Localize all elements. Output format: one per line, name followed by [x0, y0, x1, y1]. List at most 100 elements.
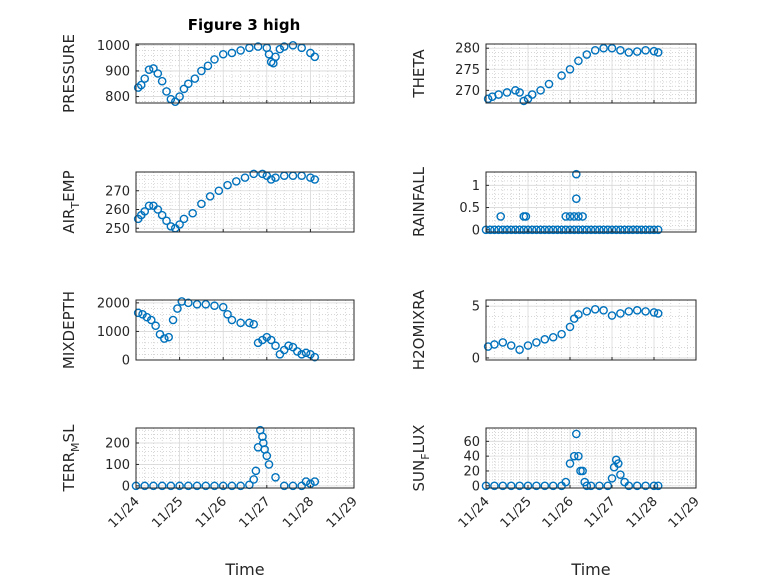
mixdepth-point: [164, 332, 173, 342]
pressure-point: [279, 42, 289, 51]
terr-msl-point: [288, 481, 298, 491]
rainfall-point: [540, 225, 550, 235]
sun-flux-xtick-label: 11/24: [456, 494, 493, 531]
sun-flux-plot-area: [486, 428, 696, 488]
h2omixra-point: [548, 332, 558, 342]
terr-msl-point: [297, 481, 306, 491]
mixdepth-point: [192, 299, 202, 309]
rainfall-point: [578, 212, 587, 221]
rainfall-point: [519, 225, 529, 235]
pressure-point: [184, 79, 193, 89]
h2omixra-point: [599, 306, 608, 315]
rainfall-ylabel: RAINFALL: [410, 166, 428, 237]
theta-point: [653, 48, 663, 57]
theta-point: [616, 46, 625, 55]
sun-flux-point: [515, 481, 524, 491]
svg-text:PRESSURE: PRESSURE: [60, 34, 78, 113]
sun-flux-xtick-label: 11/26: [540, 494, 577, 531]
pressure-panel: 800 900 1000: [97, 39, 355, 107]
rainfall-point: [653, 225, 663, 235]
sun-flux-point: [586, 481, 596, 491]
mixdepth-plot-area: [136, 300, 354, 360]
air-temp-point: [240, 173, 250, 182]
air-temp-point: [205, 192, 215, 201]
theta-ytick-label: 280: [455, 42, 480, 57]
rainfall-point: [532, 225, 541, 235]
h2omixra-point: [616, 309, 625, 318]
rainfall-ytick-label: 0.5: [459, 201, 480, 216]
mixdepth-panel: 0 1000 2000: [97, 296, 355, 369]
mixdepth-ytick-label: 0: [122, 354, 130, 369]
terr-msl-xtick-label: 11/24: [106, 494, 143, 531]
sun-flux-point: [578, 466, 587, 476]
mixdepth-point: [284, 341, 293, 351]
mixdepth-point: [133, 308, 143, 318]
theta-point: [544, 79, 554, 89]
sun-flux-point: [632, 481, 642, 491]
rainfall-point: [586, 225, 596, 235]
pressure-point: [218, 49, 228, 59]
sun-flux-xtick-label: 11/29: [666, 494, 703, 531]
rainfall-point: [544, 225, 554, 235]
mixdepth-ylabel: MIXDEPTH: [60, 291, 78, 369]
rainfall-point: [599, 225, 608, 235]
terr-msl-xtick-label: 11/28: [280, 494, 317, 531]
rainfall-point: [582, 225, 592, 235]
air-temp-point: [214, 186, 224, 196]
sun-flux-point: [574, 451, 583, 461]
terr-msl-point: [301, 477, 311, 486]
svg-text:SUNFLUX: SUNFLUX: [410, 425, 432, 492]
sun-flux-point: [498, 481, 508, 491]
rainfall-point: [611, 225, 621, 235]
rainfall-point: [561, 212, 571, 221]
pressure-point: [210, 55, 219, 64]
mixdepth-point: [245, 318, 254, 328]
rainfall-point: [527, 225, 537, 235]
air-temp-point: [157, 210, 167, 220]
mixdepth-point: [279, 345, 289, 355]
sun-flux-xlabel: Time: [570, 560, 610, 579]
mixdepth-point: [151, 321, 160, 331]
sun-flux-ylabel: SUNFLUX: [410, 425, 432, 492]
terr-msl-point: [201, 481, 211, 491]
air-temp-point: [231, 177, 241, 186]
terr-msl-point: [310, 477, 320, 486]
h2omixra-point: [557, 329, 566, 339]
h2omixra-ytick-label: 0: [472, 351, 480, 366]
pressure-point: [227, 48, 237, 58]
rainfall-point: [565, 225, 575, 235]
h2omixra-point: [515, 345, 524, 354]
mixdepth-point: [236, 318, 245, 328]
h2omixra-point: [574, 310, 583, 319]
air-temp-point: [249, 169, 259, 179]
rainfall-point: [572, 169, 581, 179]
terr-msl-point: [218, 481, 228, 491]
air-temp-ylabel: AIRTEMP: [60, 170, 82, 233]
h2omixra-point: [532, 338, 541, 347]
svg-text:MIXDEPTH: MIXDEPTH: [60, 291, 78, 369]
pressure-point: [190, 74, 200, 83]
mixdepth-ytick-label: 1000: [97, 325, 130, 340]
figure-title: Figure 3 high: [188, 16, 301, 34]
rainfall-point: [607, 225, 617, 235]
rainfall-point: [590, 225, 600, 235]
theta-point: [649, 46, 659, 56]
air-temp-point: [223, 180, 232, 190]
terr-msl-point: [157, 481, 167, 491]
mixdepth-point: [210, 301, 219, 311]
air-temp-point: [140, 207, 150, 216]
sun-flux-point: [653, 481, 663, 491]
mixdepth-point: [301, 348, 311, 358]
svg-text:THETA: THETA: [410, 49, 428, 99]
theta-point: [527, 90, 537, 99]
terr-msl-point: [184, 481, 193, 491]
h2omixra-point: [565, 322, 575, 332]
rainfall-ytick-label: 1: [472, 179, 480, 194]
sun-flux-ytick-label: 0: [472, 479, 480, 494]
rainfall-axes-box: [485, 171, 697, 233]
air-temp-axes-box: [135, 171, 355, 233]
rainfall-point: [574, 225, 583, 235]
theta-point: [624, 48, 634, 57]
mixdepth-point: [310, 352, 320, 362]
